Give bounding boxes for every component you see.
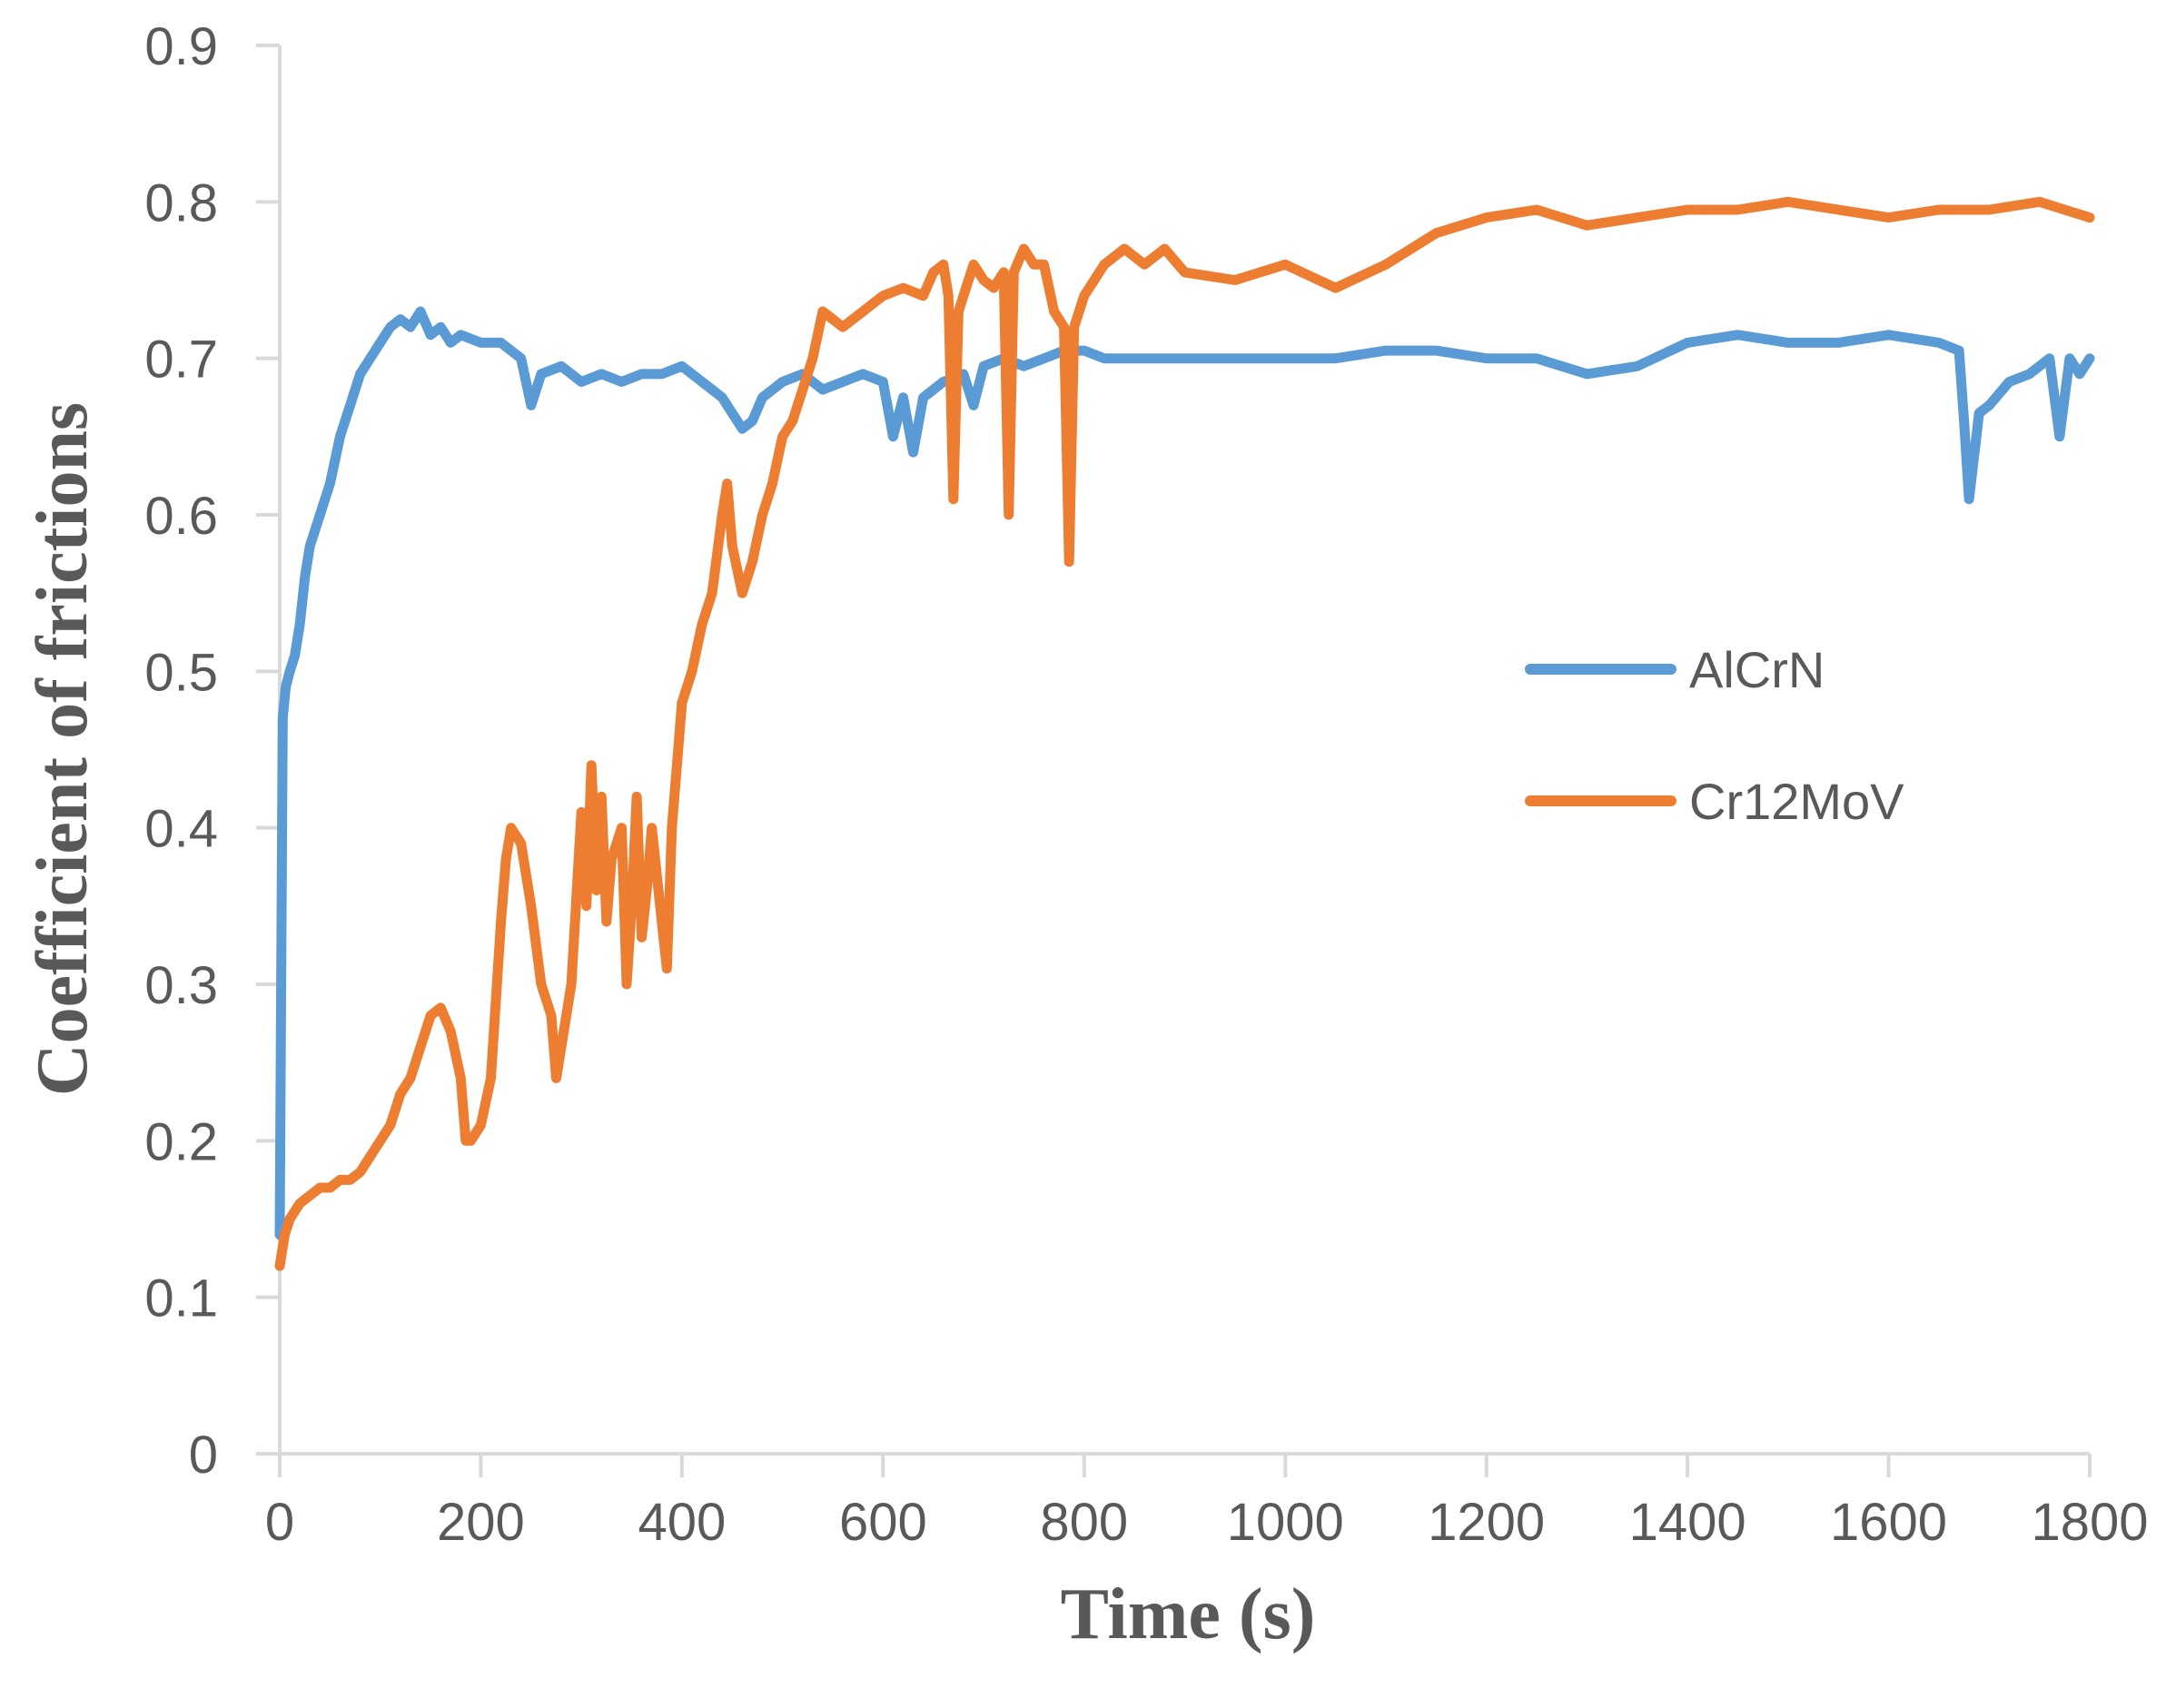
x-tick-label: 1800 — [2031, 1493, 2148, 1552]
y-tick-label: 0.1 — [144, 1269, 218, 1328]
x-axis: 0 200 400 600 800 1000 1200 1400 1600 1800 — [265, 1452, 2149, 1552]
x-tick-label: 1400 — [1629, 1493, 1746, 1552]
x-tick-label: 400 — [638, 1493, 726, 1552]
y-tick-label: 0.8 — [144, 173, 218, 232]
y-tick-label: 0.5 — [144, 643, 218, 702]
x-tick-label: 1200 — [1428, 1493, 1545, 1552]
y-tick-label: 0.9 — [144, 17, 218, 76]
x-tick-label: 0 — [265, 1493, 294, 1552]
legend-label-cr12mov: Cr12MoV — [1689, 773, 1904, 830]
y-tick-label: 0.3 — [144, 956, 218, 1015]
legend: AlCrN Cr12MoV — [1525, 641, 1904, 830]
x-tick-label: 600 — [839, 1493, 927, 1552]
series-line-cr12mov — [274, 196, 2095, 1271]
x-tick-label: 1000 — [1227, 1493, 1344, 1552]
x-axis-title: Time (s) — [1061, 1575, 1316, 1654]
y-tick-label: 0.4 — [144, 800, 218, 859]
y-tick-label: 0.7 — [144, 331, 218, 390]
y-axis: 0 0.1 0.2 0.3 0.4 0.5 0.6 0.7 0.8 0.9 — [144, 17, 282, 1485]
x-tick-label: 1600 — [1830, 1493, 1947, 1552]
series-layer — [274, 196, 2095, 1271]
series-line-alcrn — [274, 306, 2095, 1240]
y-tick-label: 0 — [189, 1426, 218, 1485]
legend-label-alcrn: AlCrN — [1689, 641, 1825, 698]
y-axis-title: Coefficient of frictions — [23, 402, 103, 1096]
x-tick-label: 200 — [437, 1493, 525, 1552]
y-tick-label: 0.2 — [144, 1112, 218, 1171]
x-tick-label: 800 — [1040, 1493, 1128, 1552]
y-tick-label: 0.6 — [144, 487, 218, 546]
